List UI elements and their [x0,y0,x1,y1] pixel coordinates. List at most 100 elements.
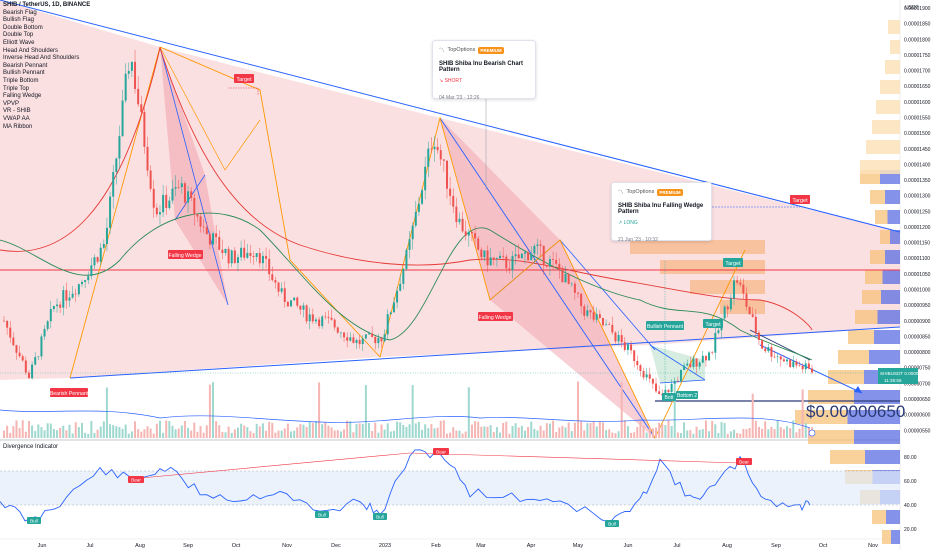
indicator-0[interactable]: Bearish Flag [3,9,37,16]
callout-date: 21 Jun '23 · 10:32 [618,237,658,243]
volume-bar [90,420,93,438]
candle-body [767,347,770,352]
candle-body [761,339,764,349]
volume-bar [467,387,470,438]
volume-bar [449,432,452,438]
price-tick: 0.00001550 [904,115,931,121]
indicator-3[interactable]: Double Top [3,32,34,39]
vp-bar-blue [877,310,900,324]
volume-bar [12,426,15,438]
volume-bar [308,421,311,438]
volume-bar [333,430,336,438]
price-tick: 0.00001200 [904,225,931,231]
indicator-10[interactable]: Triple Top [3,85,30,92]
indicator-5[interactable]: Head And Shoulders [3,47,59,54]
indicator-1[interactable]: Bullish Flag [3,17,35,24]
callout-long[interactable]: 〽 TopOptions PREMIUM SHIB Shiba Inu Fallin… [611,182,712,243]
volume-bar [470,424,473,438]
vp-bar-orange [838,350,869,364]
volume-bar [392,430,395,438]
candle-body [589,310,592,313]
svg-text:SHIBUSDT 0.00000736: SHIBUSDT 0.00000736 [880,371,929,376]
volume-bar [645,432,648,438]
candle-body [739,282,742,285]
div-bull-1: Bull [27,517,41,524]
candle-body [583,306,586,316]
volume-bar [580,421,583,438]
volume-bar [143,429,146,438]
candle-body [124,73,127,101]
ma-red [0,46,813,331]
time-tick: Mar [476,543,486,549]
volume-bar [236,427,239,438]
candle-body [221,249,224,253]
candle-body [614,332,617,342]
candle-body [555,259,558,264]
volume-bar [134,421,137,438]
candle-body [679,370,682,381]
indicator-15[interactable]: MA Ribbon [3,123,33,130]
volume-bar [633,432,636,438]
candle-body [52,306,55,310]
div-bear-3: Bear [736,458,752,465]
candle-body [236,257,239,263]
volume-bar [327,425,330,438]
volume-bar [761,428,764,438]
volume-bar [492,432,495,438]
volume-bar [626,426,629,438]
indicator-7[interactable]: Bearish Pennant [3,62,48,69]
candle-body [240,247,243,258]
candle-body [505,256,508,269]
volume-bar [93,432,96,438]
indicator-9[interactable]: Triple Bottom [3,77,39,84]
indicator-2[interactable]: Double Bottom [3,24,43,31]
volume-bar [183,421,186,438]
volume-bar [299,424,302,438]
candle-body [567,273,570,284]
candle-body [193,197,196,215]
div-line-bear-2 [409,452,741,464]
volume-bar [34,430,37,438]
indicator-13[interactable]: VR - SHIB [3,108,31,115]
volume-bar [530,421,533,438]
vp-bar-blue [886,510,900,524]
volume-bar [74,422,77,438]
volume-bar [258,426,261,438]
volume-bar [445,433,448,438]
candle-body [658,391,661,394]
vp-bar-light [890,40,900,54]
candle-body [708,352,711,361]
volume-bar [59,427,62,438]
candle-body [452,195,455,207]
indicator-11[interactable]: Falling Wedge [3,93,42,100]
volume-bar [664,425,667,438]
volume-bar [739,433,742,438]
candle-body [623,342,626,350]
candle-body [751,314,754,317]
indicator-12[interactable]: VPVP [3,100,20,107]
candle-body [40,336,43,357]
candle-body [449,188,452,196]
candle-body [561,269,564,283]
volume-bar [424,424,427,438]
volume-bar [751,393,754,438]
vp-bar-blue [885,250,900,264]
candle-body [18,352,21,357]
callout-short[interactable]: 〽 TopOptions PREMIUM SHIB Shiba Inu Bearis… [432,40,536,101]
candle-body [299,305,302,310]
volume-bar [464,431,467,438]
indicator-8[interactable]: Bullish Pennant [3,70,45,77]
volume-bar [595,426,598,438]
candle-body [605,324,608,326]
vp-bar-mid [720,300,765,314]
volume-bar [495,427,498,438]
candle-body [246,252,249,258]
indicator-14[interactable]: VWAP AA [3,115,30,122]
indicator-6[interactable]: Inverse Head And Shoulders [3,55,80,62]
indicator-4[interactable]: Elliott Wave [3,39,35,46]
candle-body [84,280,87,282]
wedge-line-e [559,239,656,351]
volume-bar [224,432,227,438]
volume-bar [205,425,208,438]
